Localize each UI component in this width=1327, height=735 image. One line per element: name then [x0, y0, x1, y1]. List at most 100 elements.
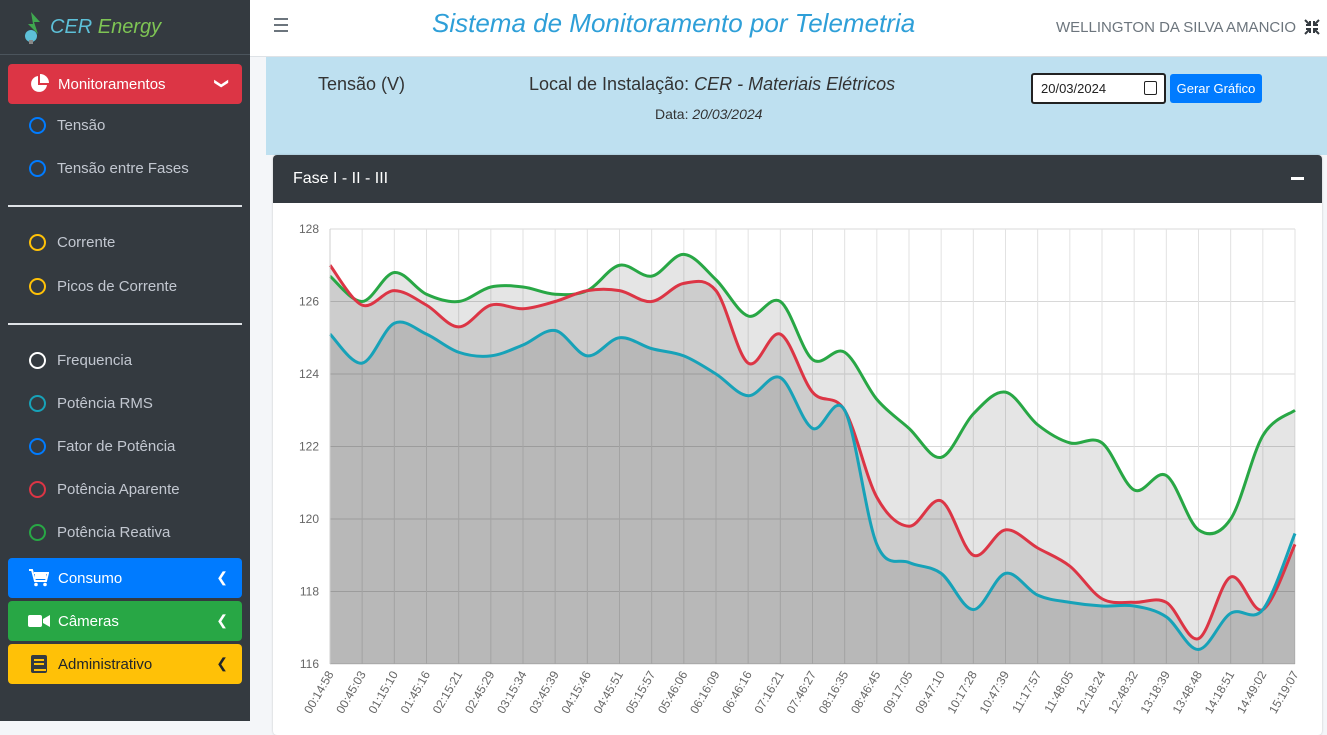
- x-tick-label: 08:46:45: [848, 668, 884, 716]
- date-input-value: 20/03/2024: [1041, 81, 1107, 96]
- date-label: Data:: [655, 106, 693, 122]
- circle-icon: [29, 438, 46, 455]
- chevron-left-icon: ❮: [216, 569, 228, 585]
- circle-icon: [29, 278, 46, 295]
- circle-icon: [29, 524, 46, 541]
- circle-icon: [29, 234, 46, 251]
- book-icon: [28, 654, 50, 674]
- calendar-icon[interactable]: [1144, 81, 1157, 95]
- menu-monitoramentos-label: Monitoramentos: [58, 75, 166, 93]
- sidebar-item-potencia-rms[interactable]: Potência RMS: [29, 395, 153, 412]
- generate-chart-button[interactable]: Gerar Gráfico: [1170, 74, 1262, 103]
- x-tick-label: 11:17:57: [1009, 668, 1044, 715]
- location-label: Local de Instalação:: [529, 74, 695, 94]
- x-tick-label: 13:18:39: [1137, 668, 1173, 716]
- x-tick-label: 14:49:02: [1234, 668, 1270, 716]
- y-tick-label: 118: [300, 585, 319, 599]
- series-line: [328, 252, 1296, 536]
- user-name[interactable]: WELLINGTON DA SILVA AMANCIO: [1056, 19, 1297, 36]
- divider: [8, 205, 242, 207]
- circle-icon: [29, 395, 46, 412]
- sidebar-item-label: Tensão entre Fases: [57, 160, 189, 177]
- sidebar-item-label: Fator de Potência: [57, 438, 176, 455]
- topbar: Sistema de Monitoramento por Telemetria …: [250, 0, 1327, 57]
- series-line: [328, 320, 1297, 651]
- sidebar-item-fator-potencia[interactable]: Fator de Potência: [29, 438, 175, 455]
- brand-text: CER Energy: [50, 16, 161, 39]
- chevron-down-icon: ❯: [214, 77, 231, 90]
- brand-part1: CER: [50, 15, 93, 38]
- card-title: Fase I - II - III: [293, 170, 389, 187]
- measure-label: Tensão (V): [318, 74, 406, 94]
- sidebar-item-frequencia[interactable]: Frequencia: [29, 352, 132, 369]
- divider: [8, 323, 242, 325]
- circle-icon: [29, 160, 46, 177]
- x-tick-label: 09:17:05: [880, 668, 916, 716]
- menu-administrativo[interactable]: Administrativo ❮: [8, 644, 242, 684]
- pie-chart-icon: [28, 74, 50, 94]
- menu-consumo-label: Consumo: [58, 569, 123, 587]
- voltage-chart: 11611812012212412612800:14:5800:45:0301:…: [299, 222, 1302, 716]
- x-tick-label: 07:46:27: [784, 668, 820, 716]
- x-tick-label: 02:45:29: [462, 668, 498, 716]
- sidebar-item-potencia-reativa[interactable]: Potência Reativa: [29, 524, 170, 541]
- x-tick-label: 04:15:46: [558, 668, 594, 716]
- menu-cameras[interactable]: Câmeras ❮: [8, 601, 242, 641]
- x-tick-label: 03:45:39: [526, 668, 562, 716]
- sidebar-item-label: Potência Aparente: [57, 481, 180, 498]
- page-title: Sistema de Monitoramento por Telemetria: [432, 8, 916, 38]
- x-tick-label: 01:15:10: [365, 668, 401, 716]
- x-tick-label: 03:15:34: [494, 668, 530, 716]
- y-tick-label: 122: [299, 440, 319, 454]
- y-tick-label: 124: [299, 367, 319, 381]
- x-tick-label: 01:45:16: [398, 668, 434, 716]
- card-header: Fase I - II - III: [273, 155, 1322, 203]
- brand[interactable]: CER Energy: [0, 0, 250, 55]
- sidebar-item-corrente[interactable]: Corrente: [29, 234, 115, 251]
- date-input[interactable]: 20/03/2024: [1031, 73, 1166, 104]
- sidebar-item-label: Frequencia: [57, 352, 133, 369]
- x-tick-label: 05:15:57: [623, 668, 659, 716]
- sidebar: CER Energy Monitoramentos ❯ Tensão Tensã…: [0, 0, 250, 721]
- series-area: [330, 322, 1295, 664]
- series-area: [330, 265, 1295, 664]
- sidebar-item-potencia-aparente[interactable]: Potência Aparente: [29, 481, 180, 498]
- x-tick-label: 06:46:16: [719, 668, 755, 716]
- x-tick-label: 12:18:24: [1073, 668, 1109, 716]
- sidebar-item-picos-corrente[interactable]: Picos de Corrente: [29, 278, 177, 295]
- cart-icon: [28, 568, 50, 588]
- x-tick-label: 05:46:06: [655, 668, 691, 716]
- logo-icon: [25, 12, 40, 44]
- y-tick-label: 126: [299, 295, 319, 309]
- x-tick-label: 00:14:58: [301, 668, 337, 716]
- compress-icon[interactable]: [1304, 19, 1320, 40]
- x-tick-label: 07:16:21: [751, 668, 787, 716]
- date-value: 20/03/2024: [692, 106, 763, 122]
- x-tick-label: 06:16:09: [687, 668, 723, 716]
- x-tick-label: 00:45:03: [333, 668, 369, 716]
- x-tick-label: 04:45:51: [591, 668, 627, 716]
- sidebar-item-label: Potência RMS: [57, 395, 153, 412]
- x-tick-label: 08:16:35: [816, 668, 852, 716]
- menu-administrativo-label: Administrativo: [58, 655, 153, 673]
- x-tick-label: 10:47:39: [977, 668, 1013, 716]
- sidebar-item-label: Potência Reativa: [57, 524, 171, 541]
- x-tick-label: 10:17:28: [944, 668, 980, 716]
- sidebar-item-tensao[interactable]: Tensão: [29, 117, 105, 134]
- chevron-left-icon: ❮: [216, 655, 228, 671]
- circle-icon: [29, 481, 46, 498]
- y-tick-label: 116: [300, 657, 319, 671]
- location-value: CER - Materiais Elétricos: [694, 74, 896, 94]
- sidebar-item-tensao-fases[interactable]: Tensão entre Fases: [29, 160, 189, 177]
- x-tick-label: 13:48:48: [1170, 668, 1206, 716]
- menu-monitoramentos[interactable]: Monitoramentos ❯: [8, 64, 242, 104]
- video-icon: [28, 611, 50, 631]
- menu-consumo[interactable]: Consumo ❮: [8, 558, 242, 598]
- x-tick-label: 11:48:05: [1041, 668, 1076, 715]
- hamburger-menu-icon[interactable]: [274, 18, 288, 32]
- collapse-icon[interactable]: [1291, 177, 1304, 180]
- sidebar-item-label: Picos de Corrente: [57, 278, 178, 295]
- brand-part2: Energy: [97, 15, 162, 38]
- report-header: Tensão (V) Local de Instalação: CER - Ma…: [266, 57, 1327, 155]
- sidebar-item-label: Corrente: [57, 234, 116, 251]
